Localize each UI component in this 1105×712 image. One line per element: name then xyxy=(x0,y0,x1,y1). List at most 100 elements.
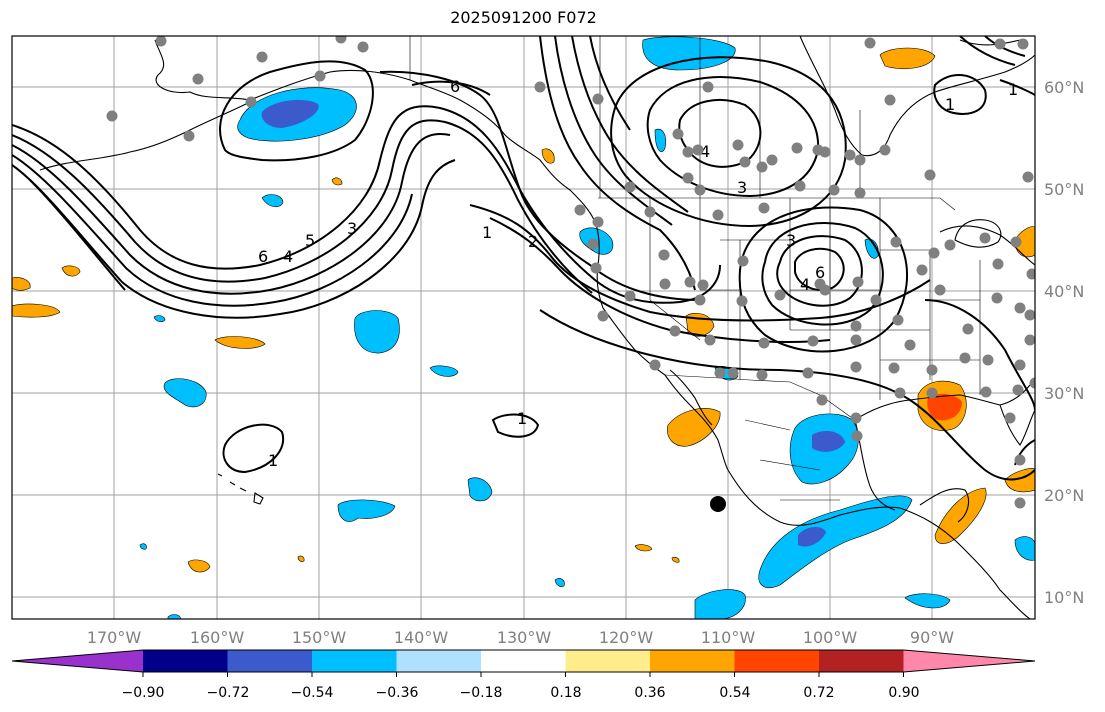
station-marker xyxy=(256,51,268,63)
station-marker xyxy=(850,334,862,346)
station-marker xyxy=(864,37,876,49)
station-marker xyxy=(870,294,882,306)
station-marker xyxy=(756,161,768,173)
colorbar-tick-label: 0.18 xyxy=(550,685,581,701)
colorbar-segment xyxy=(396,650,482,672)
station-marker xyxy=(854,154,866,166)
contour-label: 4 xyxy=(800,275,810,294)
station-marker xyxy=(994,38,1006,50)
station-marker xyxy=(854,187,866,199)
coastlines xyxy=(39,36,1035,619)
colorbar-tick-label: −0.90 xyxy=(122,685,165,701)
lon-label: 160°W xyxy=(190,628,245,647)
station-marker xyxy=(702,81,714,93)
station-marker xyxy=(1014,302,1026,314)
station-marker xyxy=(704,334,716,346)
station-marker xyxy=(1004,412,1016,424)
colorbar-segment xyxy=(227,650,313,672)
station-marker xyxy=(766,154,778,166)
station-marker xyxy=(850,361,862,373)
station-marker xyxy=(852,276,864,288)
station-marker xyxy=(807,335,819,347)
colorbar-segment xyxy=(650,650,735,672)
station-marker xyxy=(904,339,916,351)
lat-label: 40°N xyxy=(1044,282,1084,301)
station-marker xyxy=(926,364,938,376)
station-marker xyxy=(658,249,670,261)
station-marker xyxy=(732,139,744,151)
contour-label: 4 xyxy=(283,247,293,266)
station-marker xyxy=(737,255,749,267)
station-marker xyxy=(1014,359,1026,371)
colorbar-segment xyxy=(819,650,904,672)
station-marker xyxy=(1024,334,1035,346)
storm-marker xyxy=(710,496,726,512)
station-marker xyxy=(694,294,706,306)
lon-label: 100°W xyxy=(803,628,858,647)
lat-label: 20°N xyxy=(1044,486,1084,505)
contour-label: 5 xyxy=(305,231,315,250)
lat-label: 60°N xyxy=(1044,78,1084,97)
lon-label: 110°W xyxy=(701,628,756,647)
station-marker xyxy=(592,216,604,228)
station-marker xyxy=(774,289,786,301)
contour-label: 6 xyxy=(258,247,268,266)
colorbar-tick-label: 0.90 xyxy=(888,685,919,701)
station-marker xyxy=(624,290,636,302)
station-marker xyxy=(791,142,803,154)
station-marker xyxy=(982,354,994,366)
station-marker xyxy=(1026,268,1035,280)
station-marker xyxy=(684,276,696,288)
contour-labels: 6 4 5 3 1 2 6 4 3 3 6 4 1 1 1 1 xyxy=(258,77,1018,470)
lon-label: 150°W xyxy=(292,628,347,647)
station-marker xyxy=(1012,384,1024,396)
station-marker xyxy=(592,93,604,105)
colorbar-tick-label: 0.72 xyxy=(803,685,834,701)
colorbar-segment xyxy=(481,650,566,672)
station-marker xyxy=(534,81,546,93)
station-marker xyxy=(659,278,671,290)
station-marker xyxy=(924,169,936,181)
station-marker xyxy=(794,180,806,192)
station-marker xyxy=(828,184,840,196)
station-marker xyxy=(183,130,195,142)
colorbar-tick-label: −0.54 xyxy=(291,685,334,701)
station-marker xyxy=(844,149,856,161)
station-marker xyxy=(727,367,739,379)
station-marker xyxy=(1017,38,1029,50)
lat-label: 50°N xyxy=(1044,180,1084,199)
station-marker xyxy=(587,238,599,250)
contour-label: 2 xyxy=(528,232,538,251)
colorbar-tick-label: −0.36 xyxy=(376,685,419,701)
lon-label: 170°W xyxy=(87,628,142,647)
contour-label: 3 xyxy=(737,178,747,197)
station-marker xyxy=(888,362,900,374)
colorbar-tick-label: 0.54 xyxy=(719,685,750,701)
station-marker xyxy=(682,146,694,158)
station-marker xyxy=(879,144,891,156)
station-marker xyxy=(697,279,709,291)
colorbar-segment xyxy=(312,650,397,672)
station-marker xyxy=(962,323,974,335)
colorbar-segment xyxy=(565,650,651,672)
station-marker xyxy=(991,292,1003,304)
station-marker xyxy=(1014,497,1026,509)
station-marker xyxy=(850,320,862,332)
colorbar-extend-high xyxy=(903,650,1035,672)
station-marker xyxy=(692,144,704,156)
contour-label: 1 xyxy=(482,223,492,242)
station-marker xyxy=(819,146,831,158)
station-marker xyxy=(736,295,748,307)
contour-label: 6 xyxy=(450,77,460,96)
station-marker xyxy=(314,70,326,82)
station-marker xyxy=(959,352,971,364)
plot-frame xyxy=(11,35,1036,620)
station-marker xyxy=(758,202,770,214)
station-marker xyxy=(644,206,656,218)
lon-label: 120°W xyxy=(599,628,654,647)
station-marker xyxy=(1029,377,1035,389)
station-marker xyxy=(934,284,946,296)
colorbar-tick-labels: −0.90 −0.72 −0.54 −0.36 −0.18 0.18 0.36 … xyxy=(122,685,920,701)
station-marker xyxy=(1014,454,1026,466)
